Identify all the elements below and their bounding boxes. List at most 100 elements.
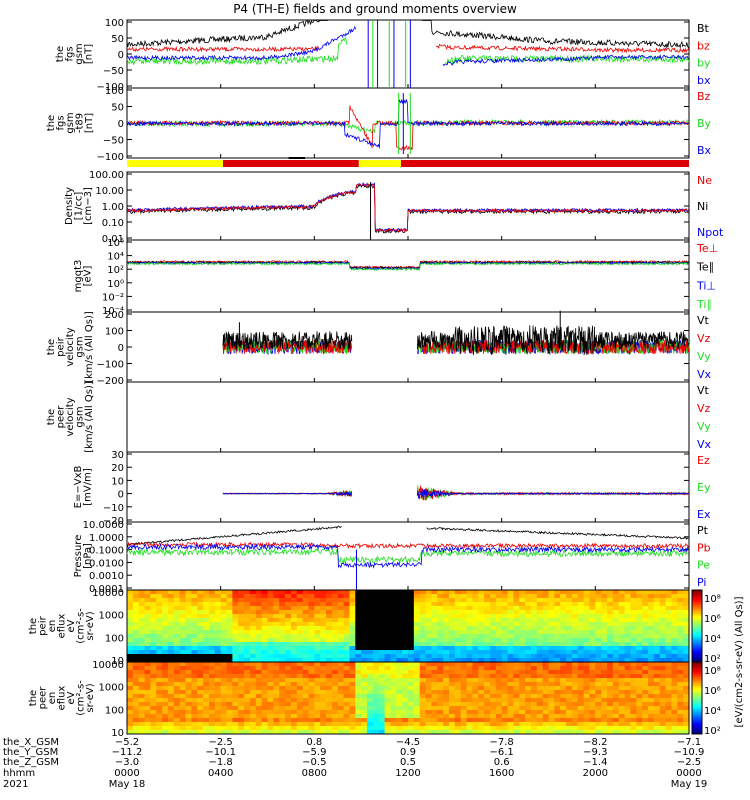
spectro-cell [583, 686, 590, 691]
spectro-cell [548, 662, 555, 667]
spectro-cell [320, 650, 327, 655]
spectro-cell [337, 722, 344, 727]
spectro-cell [150, 614, 157, 619]
spectro-cell [367, 662, 374, 667]
spectro-cell [396, 654, 403, 659]
spectro-cell [413, 622, 421, 627]
spectro-cell [255, 726, 263, 731]
spectro-cell [238, 662, 245, 667]
spectro-cell [478, 614, 485, 619]
spectro-cell [607, 722, 614, 727]
spectro-cell [384, 642, 391, 647]
spectro-cell [173, 714, 181, 719]
spectro-cell [607, 634, 614, 639]
spectro-cell [525, 666, 532, 671]
spectro-cell [226, 678, 233, 683]
spectro-cell [144, 658, 151, 663]
spectro-cell [179, 730, 186, 735]
spectro-cell [683, 730, 690, 735]
spectro-cell [367, 686, 374, 691]
spectro-cell [349, 682, 356, 687]
colorbar-cell [692, 690, 702, 694]
spectro-cell [279, 634, 286, 639]
spectro-cell [349, 634, 356, 639]
spectro-cell [542, 702, 549, 707]
spectro-cell [548, 598, 555, 603]
spectro-cell [548, 634, 555, 639]
spectro-cell [665, 630, 672, 635]
spectro-cell [489, 598, 497, 603]
spectro-cell [226, 722, 233, 727]
spectro-cell [331, 706, 339, 711]
spectro-cell [648, 614, 655, 619]
spectro-cell [454, 722, 462, 727]
spectro-cell [197, 662, 204, 667]
spectro-cell [226, 706, 233, 711]
spectro-cell [495, 610, 503, 615]
spectro-cell [501, 670, 508, 675]
spectro-cell [653, 686, 661, 691]
spectro-cell [214, 626, 222, 631]
spectro-cell [191, 670, 198, 675]
spectro-cell [583, 678, 590, 683]
spectro-cell [683, 614, 690, 619]
spectro-cell [402, 694, 409, 699]
spectro-cell [337, 610, 344, 615]
spectro-cell [513, 710, 520, 715]
spectro-cell [162, 654, 169, 659]
spectro-cell [437, 590, 444, 595]
spectro-cell [384, 626, 391, 631]
spectro-cell [577, 674, 585, 679]
spectro-cell [665, 690, 672, 695]
spectro-cell [302, 718, 309, 723]
spectro-cell [127, 618, 134, 623]
spectro-cell [560, 670, 567, 675]
spectro-cell [408, 706, 415, 711]
spectro-cell [636, 650, 643, 655]
spectro-cell [595, 670, 602, 675]
spectro-cell [150, 678, 157, 683]
spectro-cell [419, 706, 426, 711]
spectro-cell [249, 618, 257, 623]
spectro-cell [448, 726, 456, 731]
spectro-cell [138, 602, 145, 607]
spectro-cell [326, 598, 333, 603]
spectro-cell [507, 614, 514, 619]
spectro-cell [203, 610, 210, 615]
spectro-cell [144, 662, 151, 667]
spectro-cell [156, 670, 163, 675]
spectro-cell [308, 642, 315, 647]
spectro-cell [542, 706, 549, 711]
y-axis-label: Density [64, 187, 75, 225]
spectro-cell [431, 674, 438, 679]
spectro-cell [489, 662, 497, 667]
spectro-cell [396, 658, 403, 663]
spectro-cell [571, 694, 579, 699]
spectro-cell [566, 662, 573, 667]
spectro-cell [413, 650, 421, 655]
colorbar-tick: 10⁴ [704, 706, 721, 717]
spectro-cell [185, 626, 192, 631]
spectro-cell [349, 662, 356, 667]
spectro-cell [425, 622, 432, 627]
spectro-cell [530, 706, 538, 711]
spectro-cell [238, 726, 245, 731]
spectro-cell [132, 702, 140, 707]
spectro-cell [413, 634, 421, 639]
spectro-cell [548, 674, 555, 679]
spectro-cell [214, 646, 222, 651]
y-axis-label: [nPa] [83, 543, 94, 569]
spectro-cell [203, 602, 210, 607]
spectro-cell [308, 662, 315, 667]
spectro-cell [683, 694, 690, 699]
spectro-cell [156, 606, 163, 611]
spectro-cell [665, 654, 672, 659]
spectro-cell [448, 686, 456, 691]
spectro-cell [390, 630, 397, 635]
spectro-cell [677, 642, 684, 647]
spectro-cell [156, 706, 163, 711]
spectro-cell [267, 598, 274, 603]
spectro-cell [185, 730, 192, 735]
spectro-cell [144, 638, 151, 643]
spectro-cell [601, 722, 608, 727]
